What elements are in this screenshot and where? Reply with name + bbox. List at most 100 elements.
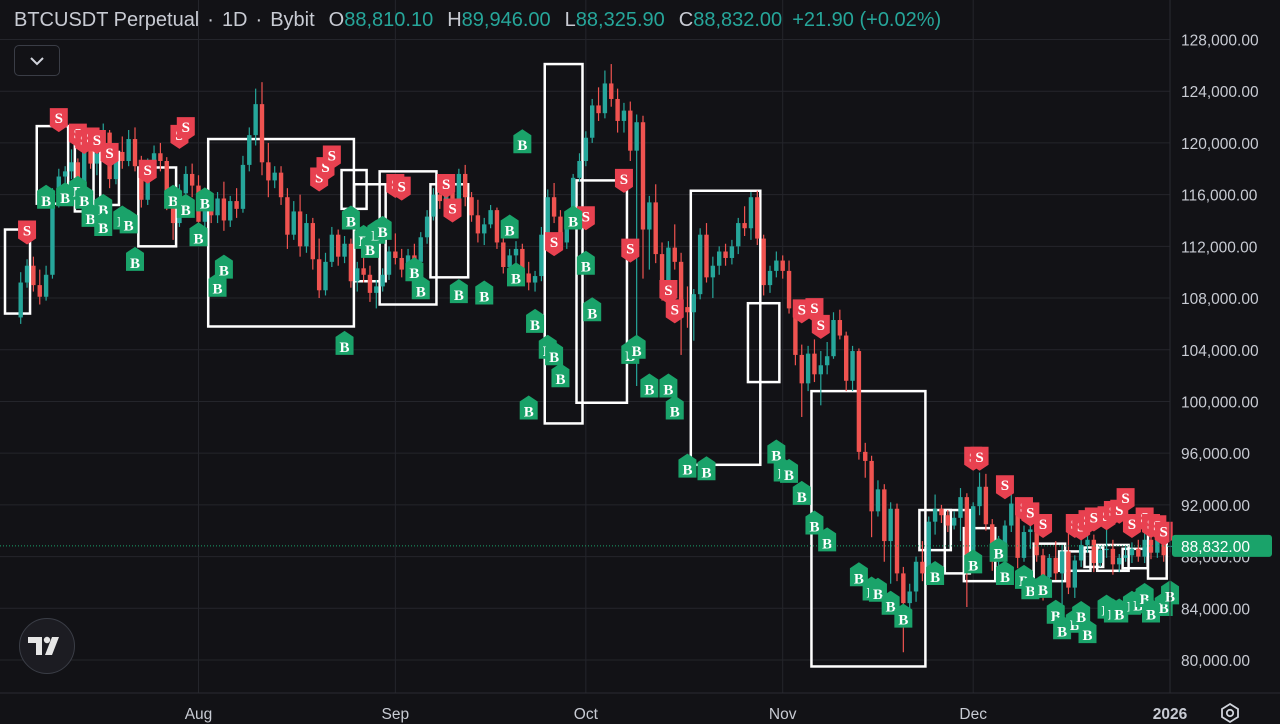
candle-body — [94, 153, 100, 164]
buy-signal-marker: B — [1034, 573, 1053, 599]
candle-body — [50, 197, 55, 275]
marker-shape — [208, 272, 227, 297]
buy-signal-marker: B — [189, 222, 208, 247]
range-box — [575, 179, 629, 405]
sell-label: S — [1115, 503, 1123, 519]
buy-signal-marker: B — [373, 215, 392, 241]
sell-label: S — [582, 209, 590, 225]
candle-body — [69, 162, 74, 172]
range-box — [543, 62, 584, 425]
sell-label: S — [144, 163, 152, 179]
marker-shape — [405, 257, 424, 282]
candle-body — [475, 215, 481, 234]
candle-body — [748, 197, 754, 229]
sell-signal-marker: S — [18, 220, 37, 245]
gear-icon[interactable] — [1218, 702, 1242, 724]
candle-body — [678, 261, 684, 308]
buy-signal-marker: B — [627, 334, 646, 360]
sell-signal-marker: S — [49, 108, 68, 133]
buy-label: B — [1025, 584, 1035, 600]
marker-shape — [176, 193, 195, 218]
candle-body — [704, 234, 709, 278]
y-tick-label: 100,000.00 — [1181, 394, 1259, 411]
buy-label: B — [898, 613, 908, 629]
marker-shape — [614, 168, 633, 193]
candle-body — [729, 246, 735, 258]
buy-signal-marker: B — [126, 246, 144, 272]
sell-signal-marker: S — [1154, 521, 1173, 546]
buy-label: B — [1057, 624, 1067, 640]
buy-signal-marker: B — [551, 363, 570, 388]
tradingview-logo[interactable] — [19, 618, 75, 674]
candle-body — [666, 247, 671, 291]
candle-body — [1009, 503, 1014, 526]
buy-signal-marker: B — [926, 560, 945, 586]
range-box — [3, 228, 32, 315]
open-value: 88,810.10 — [344, 9, 434, 31]
candle-body — [659, 254, 665, 291]
candle-body — [507, 255, 512, 268]
buy-signal-marker: B — [576, 250, 595, 276]
candle-body — [259, 104, 265, 163]
sell-label: S — [448, 202, 456, 218]
candle-body — [971, 506, 976, 564]
high-value: 89,946.00 — [461, 9, 551, 31]
candle-body — [18, 282, 23, 318]
candle-body — [602, 83, 608, 114]
buy-signal-marker: B — [849, 562, 868, 587]
candle-body — [532, 276, 538, 283]
candle-body — [221, 198, 227, 221]
sell-label: S — [328, 149, 336, 165]
candle-body — [939, 508, 944, 516]
collapse-legend-button[interactable] — [14, 45, 60, 76]
marker-shape — [437, 173, 456, 198]
candle-body — [501, 242, 506, 268]
buy-signal-marker: B — [767, 439, 786, 464]
symbol-name[interactable]: BTCUSDT Perpetual — [14, 9, 200, 31]
candle-body — [399, 257, 404, 270]
marker-shape — [392, 176, 411, 201]
close-label: C — [678, 9, 694, 31]
candle-body — [463, 173, 468, 198]
buy-signal-marker: B — [545, 341, 564, 366]
candle-body — [882, 489, 887, 542]
candle-body — [697, 234, 703, 295]
marker-shape — [564, 205, 583, 230]
candle-body — [831, 320, 836, 357]
candle-body — [570, 177, 576, 220]
marker-shape — [322, 145, 341, 170]
time-axis[interactable]: Aug Sep Oct Nov Dec 2026 — [185, 706, 1188, 723]
candle-body — [418, 237, 423, 262]
buy-signal-marker: B — [75, 184, 94, 210]
buy-label: B — [581, 260, 591, 276]
candle-body — [297, 211, 303, 247]
buy-label: B — [797, 490, 807, 506]
sell-signal-marker: S — [443, 198, 462, 223]
sell-label: S — [1001, 478, 1009, 494]
buy-label: B — [193, 231, 203, 247]
sell-label: S — [1160, 525, 1168, 541]
marker-shape — [881, 590, 900, 615]
candle-body — [615, 98, 620, 121]
candle-body — [1066, 551, 1071, 588]
buy-label: B — [168, 194, 178, 210]
y-tick-label: 96,000.00 — [1181, 446, 1250, 463]
marker-shape — [989, 537, 1008, 562]
buy-signal-marker: B — [176, 193, 195, 219]
candle-body — [780, 260, 785, 271]
interval[interactable]: 1D — [221, 9, 248, 31]
candle-body — [139, 166, 144, 200]
candle-body — [43, 274, 49, 297]
candle-body — [431, 194, 436, 217]
buy-signal-marker: B — [792, 480, 811, 506]
candle-body — [336, 234, 341, 257]
price-axis[interactable]: 128,000.00 124,000.00 120,000.00 116,000.00… — [1181, 33, 1259, 671]
change-value: +21.90 (+0.02%) — [792, 9, 942, 31]
candle-body — [316, 259, 322, 291]
candle-body — [62, 171, 68, 177]
buy-signal-marker: B — [659, 373, 678, 399]
candle-body — [1142, 539, 1147, 557]
chevron-down-icon — [30, 56, 44, 65]
buy-signal-marker: B — [881, 590, 900, 616]
